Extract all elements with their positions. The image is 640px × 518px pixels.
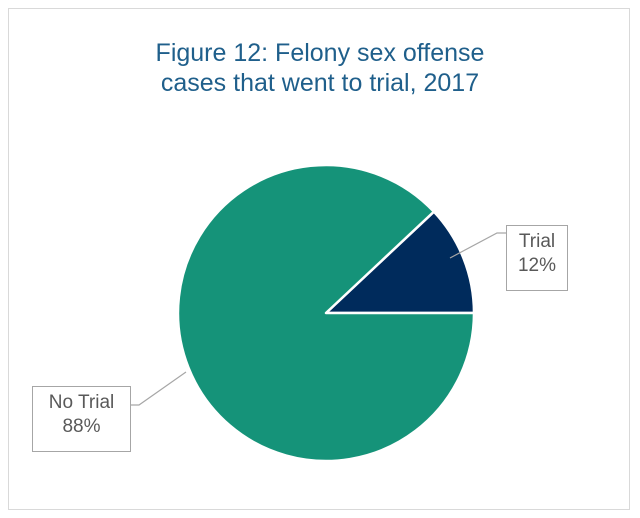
data-label-no-trial-value: 88% (62, 416, 101, 437)
pie-slice-trial (324, 210, 476, 315)
data-label-no-trial-name: No Trial (48, 392, 115, 413)
chart-title-line-2: cases that went to trial, 2017 (160, 69, 480, 97)
leader-line-no-trial (131, 371, 187, 406)
chart-title-line-1: Figure 12: Felony sex offense (155, 39, 485, 67)
data-label-no-trial: No Trial 88% (32, 386, 131, 452)
chart-title: Figure 12: Felony sex offense cases that… (0, 38, 640, 98)
data-label-trial-name: Trial (518, 231, 556, 252)
data-label-trial: Trial 12% (506, 225, 568, 291)
leader-line-trial (449, 232, 506, 259)
pie-slice-no-trial (176, 163, 476, 463)
data-label-trial-value: 12% (517, 255, 557, 276)
